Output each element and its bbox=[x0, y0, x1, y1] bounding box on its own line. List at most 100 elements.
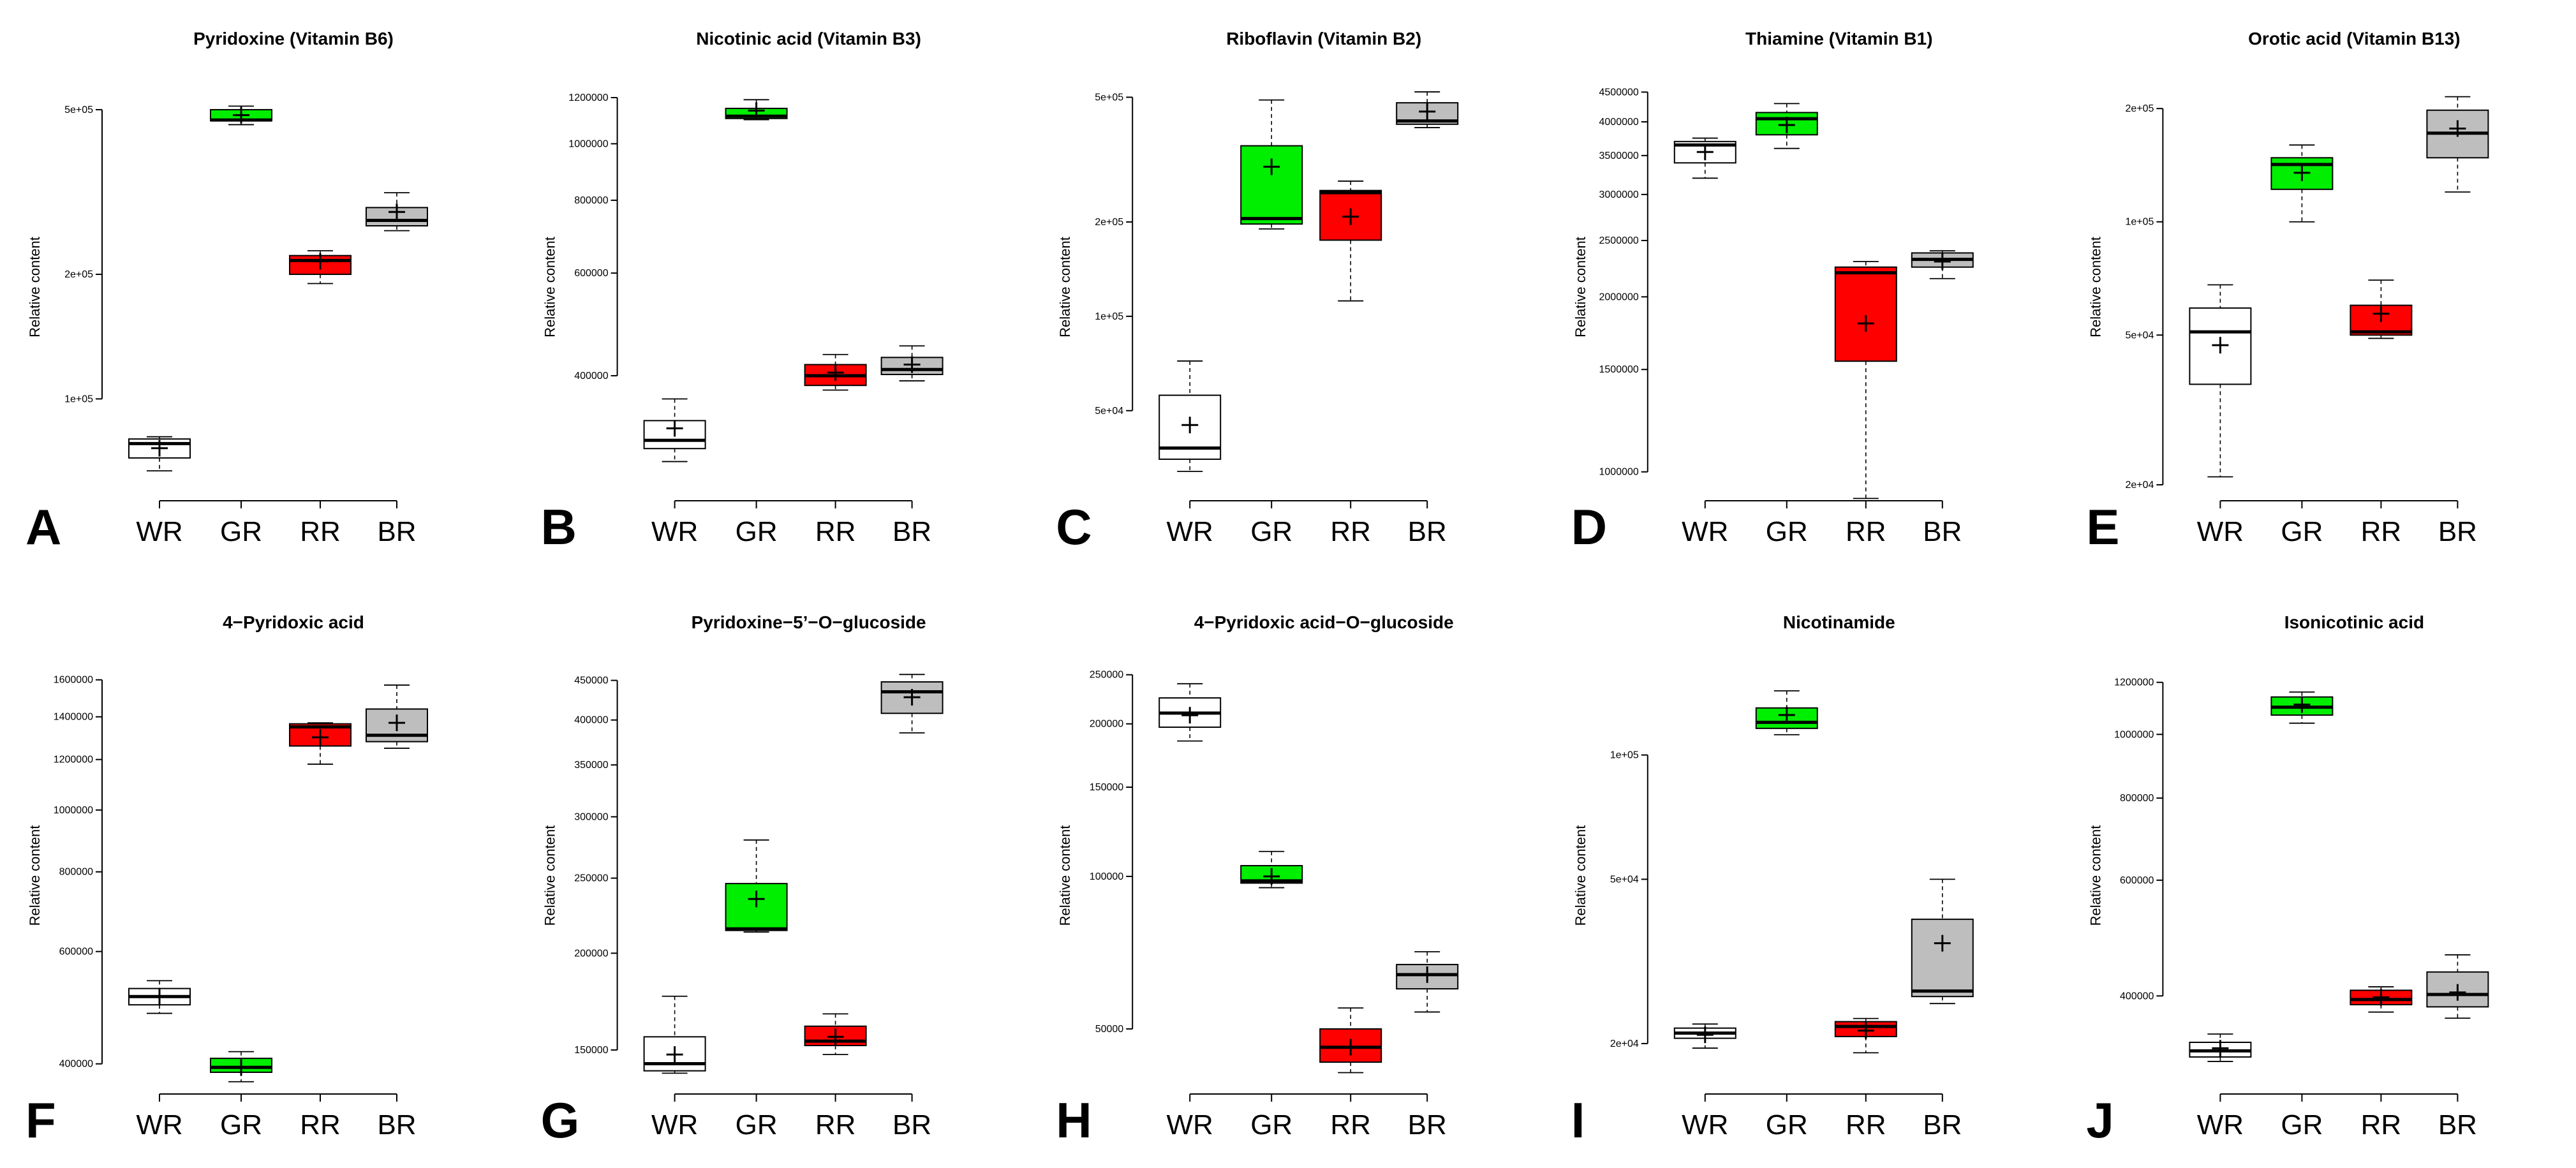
box-wr bbox=[1673, 1023, 1736, 1049]
panel-b: Nicotinic acid (Vitamin B3) 400000 600000 8… bbox=[541, 29, 944, 555]
y-tick-label: 1e+05 bbox=[1610, 750, 1639, 761]
y-tick-label: 1000000 bbox=[2114, 729, 2154, 740]
x-tick-label: WR bbox=[1682, 1109, 1728, 1141]
x-tick-label: BR bbox=[892, 1109, 931, 1141]
y-axis-label: Relative content bbox=[1057, 825, 1073, 926]
x-tick-label: WR bbox=[136, 1109, 182, 1141]
y-tick-label: 5e+05 bbox=[64, 105, 93, 115]
x-tick-label: BR bbox=[2438, 516, 2477, 547]
y-tick-label: 600000 bbox=[59, 947, 93, 957]
y-tick-label: 600000 bbox=[2120, 875, 2154, 886]
panel-f: 4−Pyridoxic acid 400000 600000 800000 100000… bbox=[26, 612, 428, 1148]
x-tick-label: GR bbox=[1766, 1109, 1808, 1141]
box-gr bbox=[725, 99, 788, 121]
box-rr bbox=[2350, 986, 2413, 1013]
x-tick-label: RR bbox=[1846, 516, 1886, 547]
box-wr bbox=[1158, 683, 1222, 742]
y-tick-label: 5e+04 bbox=[2125, 330, 2154, 341]
y-tick-label: 250000 bbox=[574, 873, 608, 884]
panel-letter: B bbox=[541, 499, 577, 555]
box-wr bbox=[128, 436, 191, 472]
y-tick-label: 800000 bbox=[59, 867, 93, 878]
x-tick-label: GR bbox=[1766, 516, 1808, 547]
box-gr bbox=[725, 839, 788, 933]
panel-a: Pyridoxine (Vitamin B6) 1e+05 2e+05 5e+05 Re… bbox=[26, 29, 428, 555]
y-tick-label: 150000 bbox=[1090, 782, 1123, 793]
x-tick-label: RR bbox=[815, 516, 856, 547]
y-tick-label: 3500000 bbox=[1599, 151, 1639, 161]
y-tick-label: 50000 bbox=[1095, 1024, 1124, 1035]
box-rr bbox=[1834, 1017, 1897, 1054]
x-tick-label: RR bbox=[2361, 516, 2402, 547]
box-iqr bbox=[1240, 145, 1303, 225]
box-gr bbox=[1755, 690, 1818, 736]
x-tick-label: RR bbox=[1330, 1109, 1371, 1141]
y-tick-label: 2e+05 bbox=[2125, 103, 2154, 114]
x-tick-label: RR bbox=[815, 1109, 856, 1141]
y-tick-label: 5e+04 bbox=[1610, 874, 1639, 885]
panel-e: Orotic acid (Vitamin B13) 2e+04 5e+04 1e+05… bbox=[2086, 29, 2489, 555]
box-rr bbox=[1319, 1007, 1382, 1074]
y-tick-label: 5e+04 bbox=[1095, 406, 1123, 417]
chart-title: Nicotinamide bbox=[1783, 612, 1895, 632]
y-tick-label: 350000 bbox=[574, 760, 608, 771]
panel-h: 4−Pyridoxic acid−O−glucoside 50000 100000 1… bbox=[1056, 612, 1459, 1148]
x-tick-label: BR bbox=[892, 516, 931, 547]
box-gr bbox=[1240, 850, 1303, 889]
y-tick-label: 1400000 bbox=[54, 712, 93, 723]
box-wr bbox=[128, 980, 191, 1014]
x-tick-label: WR bbox=[651, 1109, 698, 1141]
box-gr bbox=[2270, 691, 2334, 724]
y-axis-label: Relative content bbox=[27, 237, 43, 337]
panel-letter: F bbox=[26, 1092, 56, 1148]
box-gr bbox=[210, 1051, 272, 1083]
x-tick-label: WR bbox=[136, 516, 182, 547]
box-br bbox=[1911, 250, 1974, 279]
box-rr bbox=[1834, 261, 1897, 499]
x-tick-label: BR bbox=[1923, 516, 1962, 547]
panel-j: Isonicotinic acid 400000 600000 800000 10000… bbox=[2086, 612, 2489, 1148]
y-tick-label: 1e+05 bbox=[64, 394, 93, 404]
box-wr bbox=[643, 995, 706, 1074]
x-tick-label: BR bbox=[1408, 516, 1447, 547]
panel-letter: J bbox=[2086, 1092, 2113, 1148]
y-tick-label: 250000 bbox=[1090, 670, 1123, 681]
y-tick-label: 450000 bbox=[574, 676, 608, 686]
panel-letter: C bbox=[1056, 499, 1092, 555]
y-tick-label: 2e+04 bbox=[2125, 480, 2154, 491]
box-br bbox=[366, 684, 428, 749]
y-tick-label: 2e+04 bbox=[1610, 1039, 1639, 1049]
y-axis-label: Relative content bbox=[27, 825, 43, 926]
y-axis-label: Relative content bbox=[1057, 237, 1073, 337]
y-axis-label: Relative content bbox=[542, 237, 558, 337]
panel-letter: H bbox=[1056, 1092, 1092, 1148]
box-rr bbox=[289, 722, 352, 765]
y-axis-label: Relative content bbox=[2087, 237, 2103, 337]
y-tick-label: 100000 bbox=[1090, 871, 1123, 882]
chart-title: 4−Pyridoxic acid bbox=[223, 612, 364, 632]
box-wr bbox=[2189, 284, 2252, 478]
box-rr bbox=[289, 250, 352, 285]
panel-letter: A bbox=[26, 499, 61, 555]
box-wr bbox=[1673, 137, 1736, 179]
y-tick-label: 1e+05 bbox=[1095, 311, 1123, 322]
y-tick-label: 600000 bbox=[574, 268, 608, 279]
box-br bbox=[2426, 954, 2489, 1019]
x-tick-label: WR bbox=[2197, 516, 2244, 547]
box-gr bbox=[1755, 103, 1818, 149]
box-br bbox=[1396, 951, 1459, 1013]
x-tick-label: BR bbox=[1408, 1109, 1447, 1141]
panel-d: Thiamine (Vitamin B1) 1000000 1500000 20000… bbox=[1571, 29, 1974, 555]
y-tick-label: 3000000 bbox=[1599, 189, 1639, 200]
y-tick-label: 400000 bbox=[59, 1059, 93, 1070]
box-br bbox=[880, 345, 944, 381]
x-tick-label: RR bbox=[1330, 516, 1371, 547]
box-wr bbox=[643, 398, 706, 462]
panel-letter: D bbox=[1571, 499, 1607, 555]
x-tick-label: WR bbox=[2197, 1109, 2244, 1141]
x-tick-label: GR bbox=[220, 1109, 262, 1141]
panel-letter: G bbox=[541, 1092, 580, 1148]
y-axis-label: Relative content bbox=[1573, 237, 1588, 337]
x-tick-label: RR bbox=[2361, 1109, 2402, 1141]
